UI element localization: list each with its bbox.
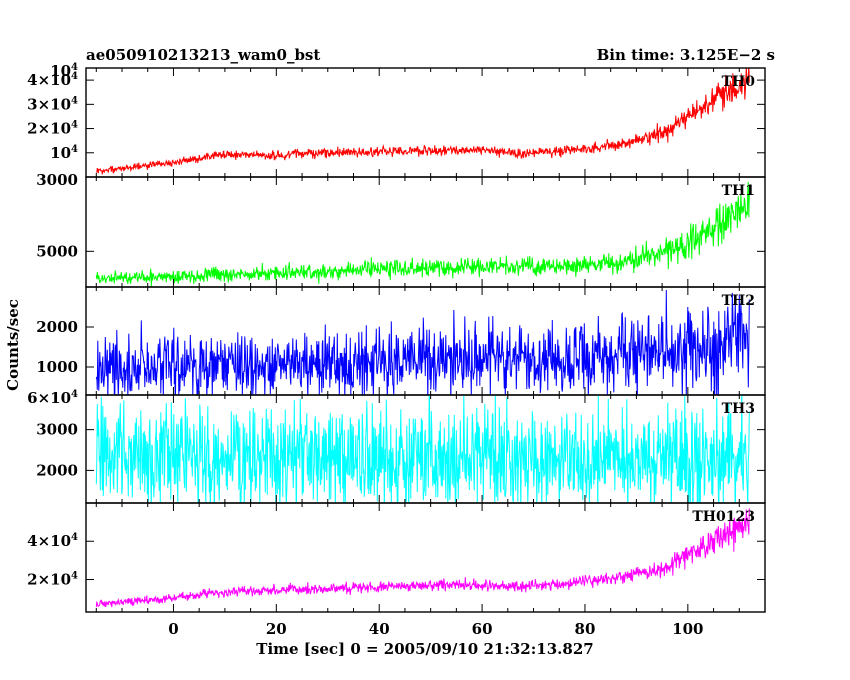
panel-th0123: 2×104 4×104 TH0123 bbox=[27, 502, 766, 613]
panel-label-th3: TH3 bbox=[722, 401, 755, 417]
x-tick-label: 40 bbox=[369, 620, 390, 638]
y-tick-label: 3000 bbox=[36, 171, 78, 189]
x-axis-ticks: 0 20 40 60 80 100 bbox=[168, 620, 703, 638]
panel-th3: 2000 3000 6×104 TH3 bbox=[27, 389, 766, 504]
y-tick-label: 2×104 bbox=[27, 570, 78, 588]
panel-label-th0123: TH0123 bbox=[692, 509, 755, 525]
panel-label-th1: TH1 bbox=[722, 183, 755, 199]
y-tick-label: 3×104 bbox=[27, 95, 78, 113]
x-tick-label: 20 bbox=[266, 620, 287, 638]
y-tick-label: 2000 bbox=[36, 461, 78, 479]
x-tick-label: 60 bbox=[472, 620, 493, 638]
y-tick-label: 1000 bbox=[36, 358, 78, 376]
y-tick-label: 5000 bbox=[36, 242, 78, 260]
chart-title-right: Bin time: 3.125E−2 s bbox=[597, 46, 775, 64]
series-th0123 bbox=[95, 508, 750, 608]
x-tick-label: 0 bbox=[168, 620, 178, 638]
y-tick-label: 2×104 bbox=[27, 120, 78, 138]
y-tick-label: 2000 bbox=[36, 318, 78, 336]
series-th1 bbox=[95, 181, 750, 287]
y-tick-label: 104 bbox=[50, 144, 78, 162]
chart-title-left: ae050910213213_wam0_bst bbox=[86, 46, 320, 64]
panel-stack: 1042×1043×1044×104104TH050003000TH110002… bbox=[27, 62, 766, 613]
panel-frame bbox=[85, 502, 766, 613]
y-tick-label: 3000 bbox=[36, 421, 78, 439]
panel-th2: 1000 2000 TH2 bbox=[36, 286, 766, 396]
series-th2 bbox=[95, 289, 750, 395]
panel-th1: 5000 3000 TH1 bbox=[36, 171, 766, 288]
y-axis-label: Counts/sec bbox=[4, 299, 22, 391]
panel-frame bbox=[85, 176, 766, 288]
y-tick-label: 6×104 bbox=[27, 389, 78, 407]
series-th3 bbox=[95, 395, 750, 503]
x-tick-label: 100 bbox=[672, 620, 703, 638]
panel-label-th0: TH0 bbox=[722, 74, 756, 90]
panel-label-th2: TH2 bbox=[722, 293, 755, 309]
y-tick-label: 4×104 bbox=[27, 71, 78, 89]
x-axis-label: Time [sec] 0 = 2005/09/10 21:32:13.827 bbox=[256, 640, 593, 658]
y-tick-label: 4×104 bbox=[27, 532, 78, 550]
x-tick-label: 80 bbox=[575, 620, 596, 638]
series-th0 bbox=[96, 68, 750, 175]
